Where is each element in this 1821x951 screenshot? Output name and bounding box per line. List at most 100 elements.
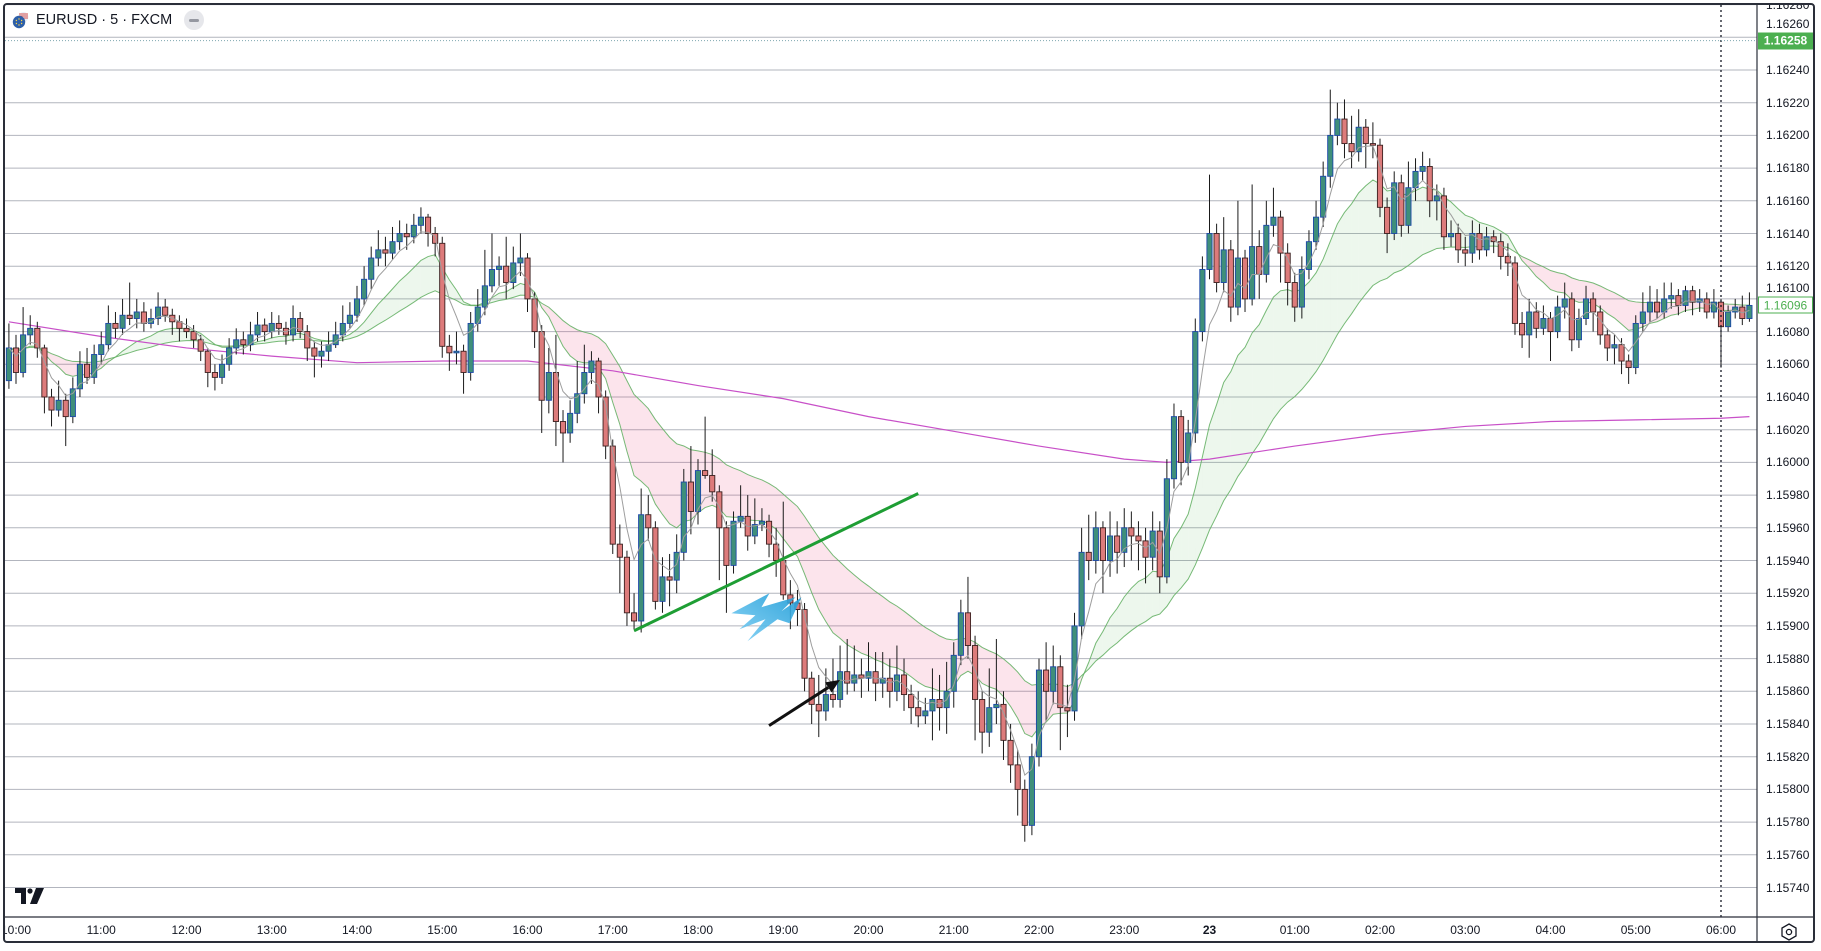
trendline[interactable] xyxy=(633,492,919,633)
price-label: 1.16260 xyxy=(1766,16,1810,31)
band-segment xyxy=(634,394,642,482)
band-segment xyxy=(825,546,833,633)
candle-body xyxy=(155,306,162,319)
price-label: 1.15840 xyxy=(1766,717,1810,731)
arrow-head-icon[interactable] xyxy=(825,679,841,693)
band-segment xyxy=(1571,277,1579,303)
band-segment xyxy=(357,322,365,337)
band-segment xyxy=(648,408,656,505)
candle xyxy=(1376,138,1384,218)
band-segment xyxy=(548,307,556,332)
band-segment xyxy=(875,591,883,663)
candle-body xyxy=(1348,143,1355,153)
candle xyxy=(69,377,76,424)
drawings[interactable] xyxy=(633,492,919,727)
candle xyxy=(538,325,545,433)
band-segment xyxy=(385,288,393,321)
time-label: 06:00 xyxy=(1705,923,1737,937)
candle-body xyxy=(1391,182,1398,234)
band-segment xyxy=(506,287,514,300)
candle-body xyxy=(1199,269,1206,333)
candle-body xyxy=(297,318,304,333)
candle xyxy=(1405,161,1412,234)
candle-body xyxy=(5,347,12,382)
band-segment xyxy=(1351,192,1359,314)
candle xyxy=(1533,302,1540,339)
candle xyxy=(318,341,325,368)
candle xyxy=(432,226,439,257)
candle xyxy=(183,318,190,339)
candle xyxy=(155,292,162,326)
candle xyxy=(865,642,872,692)
candle-body xyxy=(1078,551,1085,627)
candle-body xyxy=(865,671,872,679)
candle xyxy=(204,347,211,388)
band-segment xyxy=(847,568,855,650)
band-segment xyxy=(428,254,436,294)
settings-icon[interactable] xyxy=(1779,922,1799,942)
candle xyxy=(1284,243,1291,306)
candle xyxy=(1597,305,1604,345)
candle-body xyxy=(1746,304,1753,319)
candle-body xyxy=(552,372,559,422)
candle-body xyxy=(41,347,48,398)
band-segment xyxy=(1266,297,1274,432)
band-segment xyxy=(591,333,599,368)
time-axis[interactable]: 10:00 11:00 12:00 13:00 14:00 15:00 16:00 17:00… xyxy=(5,918,1756,942)
candle xyxy=(1540,305,1547,335)
candle xyxy=(1071,612,1078,721)
candle xyxy=(1618,338,1625,375)
band-segment xyxy=(1337,212,1345,335)
candle xyxy=(702,416,709,479)
candle-body xyxy=(1433,195,1440,202)
arrow-line[interactable] xyxy=(768,686,830,727)
candle xyxy=(218,354,226,384)
candle-body xyxy=(666,576,673,581)
band-segment xyxy=(769,483,777,530)
band-segment xyxy=(996,653,1004,697)
candle xyxy=(1682,285,1689,312)
symbol-legend[interactable]: EURUSD · 5 · FXCM xyxy=(12,9,209,31)
collapse-legend-button[interactable] xyxy=(184,10,205,30)
candle-body xyxy=(1526,311,1533,336)
candle-body xyxy=(1455,233,1462,251)
candle xyxy=(353,285,361,322)
candle xyxy=(1064,684,1071,738)
fast-ema-line xyxy=(8,145,1750,776)
band-segment xyxy=(904,611,912,677)
time-label: 14:00 xyxy=(341,923,373,937)
candle-body xyxy=(1298,269,1305,308)
candle xyxy=(496,256,503,286)
candle-body xyxy=(1611,344,1618,349)
price-label: 1.16280 xyxy=(1766,5,1809,12)
lightning-arrow-icon[interactable] xyxy=(731,593,802,642)
candle-body xyxy=(652,527,659,602)
band-segment xyxy=(1607,289,1615,319)
band-segment xyxy=(1046,683,1054,723)
candle xyxy=(851,645,858,692)
candle-body xyxy=(659,576,666,602)
candle-body xyxy=(112,322,119,329)
candle xyxy=(1057,655,1064,751)
candle-body xyxy=(69,388,76,418)
candle-body xyxy=(346,314,353,324)
candle-body xyxy=(1604,334,1611,349)
tradingview-logo[interactable] xyxy=(15,888,45,904)
candle-body xyxy=(1384,206,1391,234)
candle xyxy=(488,233,496,293)
candle xyxy=(915,691,922,728)
band-segment xyxy=(392,280,400,316)
candle xyxy=(1185,419,1192,476)
price-axis[interactable]: 1.16280 1.16260 1.16240 1.16220 1.16200 1.161… xyxy=(1758,5,1814,917)
band-segment xyxy=(918,622,926,687)
candle xyxy=(574,361,581,424)
candle-body xyxy=(368,257,375,280)
candle xyxy=(1646,285,1654,322)
symbol-title[interactable]: EURUSD · 5 · FXCM xyxy=(36,12,173,28)
candle-body xyxy=(616,543,623,558)
candle xyxy=(1582,285,1590,326)
band-segment xyxy=(982,647,990,687)
candle-body xyxy=(922,710,929,717)
candle xyxy=(112,311,119,339)
